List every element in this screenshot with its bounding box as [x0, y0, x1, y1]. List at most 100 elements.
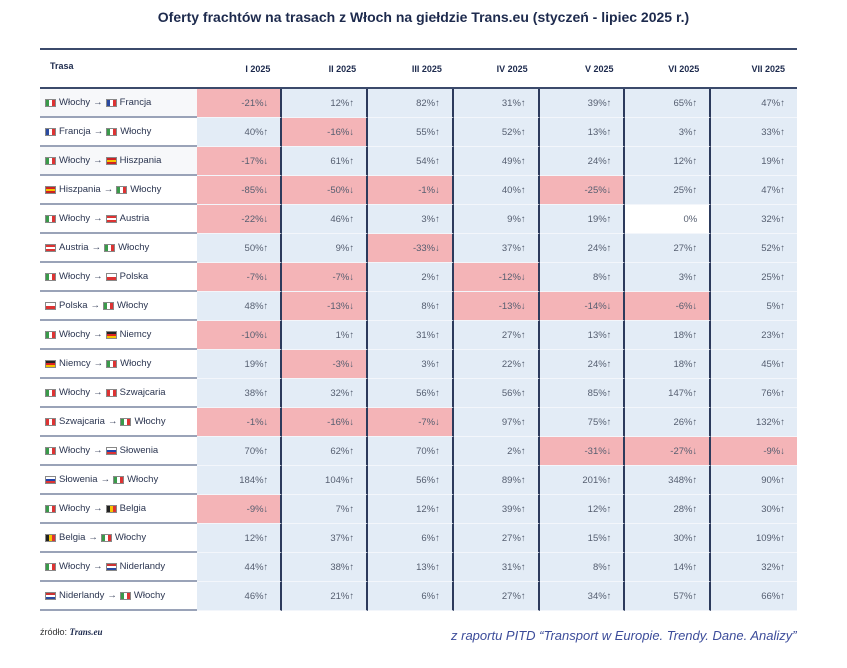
value-cell: -17%↓ — [196, 147, 283, 176]
flag-si-icon — [105, 446, 117, 455]
route-label: Włochy → Polska — [40, 263, 197, 292]
flag-ch-icon — [45, 417, 56, 426]
route-label: Szwajcaria → Włochy — [40, 408, 197, 437]
route-destination: Włochy — [133, 590, 166, 601]
value-cell: 25%↑ — [711, 263, 797, 292]
value-cell: 56%↑ — [368, 379, 454, 408]
route-origin: Włochy — [59, 561, 91, 572]
value-cell: 57%↑ — [625, 582, 712, 611]
value-cell: 45%↑ — [711, 350, 797, 379]
value-cell: 15%↑ — [539, 524, 626, 553]
value-cell: -1%↓ — [196, 408, 283, 437]
value-cell: 3%↑ — [368, 350, 454, 379]
route-destination: Austria — [119, 213, 150, 224]
value-cell: -27%↓ — [625, 437, 712, 466]
flag-de-icon — [45, 359, 56, 368]
route-origin: Niderlandy — [59, 590, 105, 601]
route-label: Włochy → Szwajcaria — [40, 379, 197, 408]
flag-it-icon — [103, 301, 115, 310]
route-destination: Niderlandy — [119, 561, 166, 572]
value-cell: 65%↑ — [625, 89, 712, 118]
value-cell: 37%↑ — [453, 234, 540, 263]
header-month: I 2025 — [245, 63, 271, 74]
table-row: Słowenia → Włochy 184%↑ 104%↑ 56%↑ 89%↑ 201%↑ 34… — [40, 466, 797, 495]
route-label: Włochy → Hiszpania — [40, 147, 197, 176]
route-label: Niemcy → Włochy — [40, 350, 197, 379]
header-month: VI 2025 — [668, 63, 700, 74]
value-cell: 66%↑ — [711, 582, 797, 611]
route-origin: Włochy — [59, 387, 91, 398]
value-cell: 13%↑ — [539, 321, 626, 350]
value-cell: 38%↑ — [196, 379, 283, 408]
value-cell: -9%↓ — [196, 495, 283, 524]
route-origin: Włochy — [59, 97, 91, 108]
value-cell: 39%↑ — [539, 89, 626, 118]
value-cell: -3%↓ — [282, 350, 369, 379]
flag-de-icon — [105, 330, 117, 339]
route-destination: Niemcy — [119, 329, 152, 340]
table-row: Włochy → Niderlandy 44%↑ 38%↑ 13%↑ 31%↑ 8%↑ 14%↑… — [40, 553, 797, 582]
value-cell: 90%↑ — [711, 466, 797, 495]
value-cell: 201%↑ — [539, 466, 626, 495]
value-cell: 32%↑ — [711, 205, 797, 234]
value-cell: 24%↑ — [539, 234, 626, 263]
flag-nl-icon — [45, 591, 56, 600]
table-row: Włochy → Austria -22%↓ 46%↑ 3%↑ 9%↑ 19%↑ 0% 32%↑ — [40, 205, 797, 234]
arrow-right-icon: → — [93, 155, 103, 166]
value-cell: 6%↑ — [368, 524, 454, 553]
arrow-right-icon: → — [90, 300, 101, 311]
value-cell: 30%↑ — [711, 495, 797, 524]
route-label: Hiszpania → Włochy — [40, 176, 197, 205]
value-cell: 40%↑ — [196, 118, 283, 147]
table-row: Austria → Włochy 50%↑ 9%↑ -33%↓ 37%↑ 24%↑ 27%↑ 52… — [40, 234, 797, 263]
route-label: Włochy → Niderlandy — [40, 553, 197, 582]
value-cell: 132%↑ — [711, 408, 797, 437]
value-cell: -16%↓ — [282, 408, 369, 437]
flag-it-icon — [113, 475, 125, 484]
value-cell: 47%↑ — [711, 89, 797, 118]
value-cell: -7%↓ — [196, 263, 283, 292]
value-cell: 38%↑ — [282, 553, 369, 582]
route-origin: Francja — [59, 126, 91, 137]
route-origin: Słowenia — [59, 474, 98, 485]
flag-be-icon — [45, 533, 56, 542]
value-cell: 2%↑ — [453, 437, 540, 466]
flag-si-icon — [45, 475, 56, 484]
route-origin: Austria — [59, 242, 89, 253]
value-cell: 12%↑ — [625, 147, 712, 176]
value-cell: 31%↑ — [368, 321, 454, 350]
value-cell: 147%↑ — [625, 379, 712, 408]
value-cell: 9%↑ — [282, 234, 369, 263]
value-cell: 184%↑ — [196, 466, 283, 495]
arrow-right-icon: → — [93, 271, 103, 282]
value-cell: 12%↑ — [282, 89, 369, 118]
value-cell: 55%↑ — [368, 118, 454, 147]
arrow-right-icon: → — [93, 329, 103, 340]
table-row: Polska → Włochy 48%↑ -13%↓ 8%↑ -13%↓ -14%↓ -6%↓ 5… — [40, 292, 797, 321]
value-cell: 14%↑ — [625, 553, 712, 582]
value-cell: 52%↑ — [711, 234, 797, 263]
value-cell: 62%↑ — [282, 437, 369, 466]
route-label: Francja → Włochy — [40, 118, 197, 147]
value-cell: 30%↑ — [625, 524, 712, 553]
value-cell: 24%↑ — [539, 147, 626, 176]
table-row: Włochy → Belgia -9%↓ 7%↑ 12%↑ 39%↑ 12%↑ 28%↑ 30%↑ — [40, 495, 797, 524]
flag-it-icon — [45, 214, 56, 223]
route-destination: Włochy — [134, 416, 166, 427]
route-origin: Belgia — [59, 532, 86, 543]
citation: z raportu PITD “Transport w Europie. Tre… — [451, 628, 797, 643]
value-cell: 13%↑ — [368, 553, 454, 582]
arrow-right-icon: → — [93, 445, 103, 456]
value-cell: 19%↑ — [711, 147, 797, 176]
value-cell: 52%↑ — [453, 118, 540, 147]
route-origin: Włochy — [59, 445, 91, 456]
table-row: Włochy → Hiszpania -17%↓ 61%↑ 54%↑ 49%↑ 24%↑ 12%… — [40, 147, 797, 176]
value-cell: 27%↑ — [453, 524, 540, 553]
value-cell: 25%↑ — [625, 176, 712, 205]
table-row: Włochy → Niemcy -10%↓ 1%↑ 31%↑ 27%↑ 13%↑ 18%↑ 23%… — [40, 321, 797, 350]
flag-fr-icon — [105, 98, 117, 107]
route-label: Włochy → Niemcy — [40, 321, 197, 350]
value-cell: 75%↑ — [539, 408, 626, 437]
value-cell: 32%↑ — [711, 553, 797, 582]
value-cell: -33%↓ — [368, 234, 454, 263]
